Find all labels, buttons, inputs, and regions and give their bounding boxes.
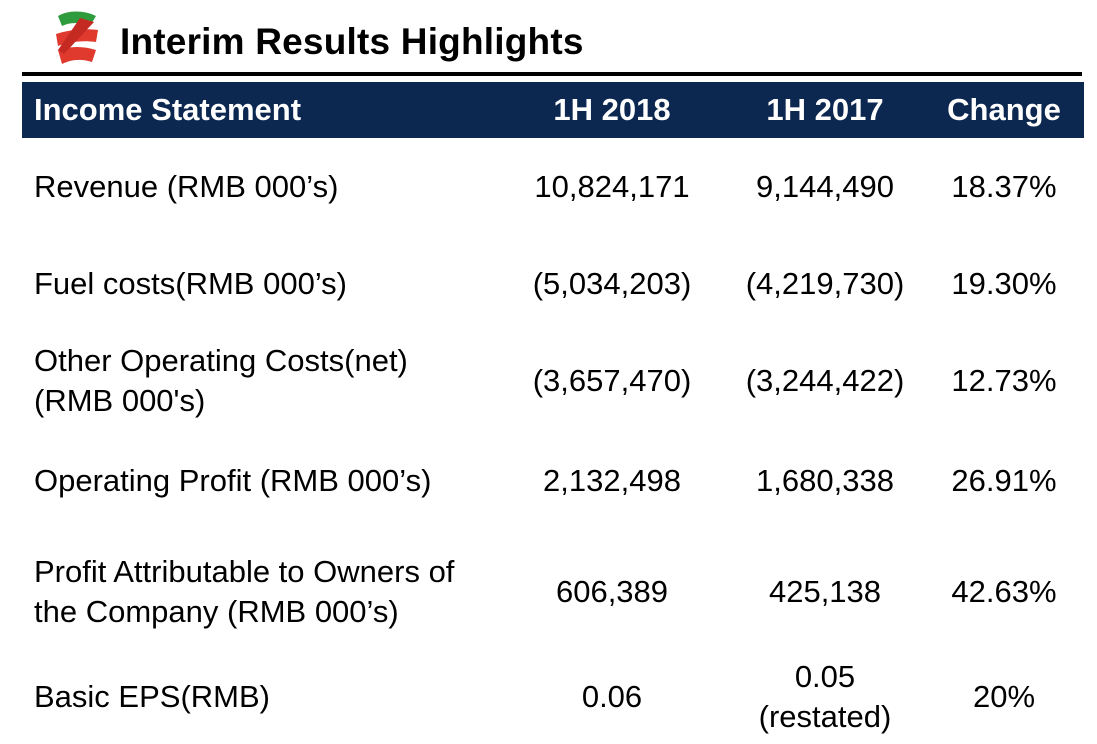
row-label: Operating Profit (RMB 000’s) [34, 463, 432, 498]
row-label-line-2: (RMB 000's) [34, 383, 206, 418]
row-label: Revenue (RMB 000’s) [34, 169, 339, 204]
row-value-1h-2018: 0.06 [581, 679, 643, 714]
table-row-fuel-costs: Fuel costs(RMB 000’s) (5,034,203) (4,219… [22, 261, 1084, 307]
row-value-line-2: (restated) [758, 699, 892, 734]
page-title: Interim Results Highlights [120, 21, 584, 62]
row-value-1h-2017: (3,244,422) [745, 363, 905, 398]
company-logo-icon [56, 11, 98, 64]
row-value-1h-2017: 0.05 (restated) [725, 657, 925, 737]
row-label: Profit Attributable to Owners of the Com… [34, 551, 454, 633]
row-value-1h-2018: 606,389 [555, 574, 669, 609]
header-change: Change [947, 92, 1061, 127]
row-value-change: 19.30% [951, 266, 1057, 301]
row-label-line-2: the Company (RMB 000’s) [34, 594, 399, 629]
table-row-basic-eps: Basic EPS(RMB) 0.06 0.05 (restated) 20% [22, 657, 1084, 737]
table-header: Income Statement 1H 2018 1H 2017 Change [22, 82, 1084, 138]
header-1h-2018: 1H 2018 [553, 92, 671, 127]
header-income-statement: Income Statement [34, 92, 302, 127]
row-label: Basic EPS(RMB) [34, 679, 270, 714]
row-label: Other Operating Costs(net) (RMB 000's) [34, 340, 408, 422]
table-row-profit-attributable: Profit Attributable to Owners of the Com… [22, 551, 1084, 633]
row-value-change: 42.63% [951, 574, 1057, 609]
title-divider [22, 72, 1082, 76]
row-value-1h-2017: 425,138 [768, 574, 882, 609]
header-1h-2017: 1H 2017 [766, 92, 884, 127]
table-row-other-operating-costs: Other Operating Costs(net) (RMB 000's) (… [22, 340, 1084, 422]
row-value-1h-2018: (5,034,203) [532, 266, 692, 301]
row-value-1h-2017: 1,680,338 [756, 463, 894, 498]
table-row-operating-profit: Operating Profit (RMB 000’s) 2,132,498 1… [22, 458, 1084, 504]
row-value-1h-2017: (4,219,730) [745, 266, 905, 301]
row-value-change: 20% [972, 679, 1036, 714]
row-label-line-1: Profit Attributable to Owners of [34, 554, 455, 589]
row-value-line-1: 0.05 [794, 659, 856, 694]
row-value-change: 18.37% [951, 169, 1057, 204]
row-value-1h-2017: 9,144,490 [756, 169, 894, 204]
row-value-1h-2018: 2,132,498 [543, 463, 681, 498]
row-label: Fuel costs(RMB 000’s) [34, 266, 347, 301]
row-label-line-1: Other Operating Costs(net) [34, 343, 408, 378]
row-value-1h-2018: 10,824,171 [534, 169, 690, 204]
row-value-change: 26.91% [951, 463, 1057, 498]
table-row-revenue: Revenue (RMB 000’s) 10,824,171 9,144,490… [22, 164, 1084, 210]
row-value-1h-2018: (3,657,470) [532, 363, 692, 398]
row-value-change: 12.73% [951, 363, 1057, 398]
